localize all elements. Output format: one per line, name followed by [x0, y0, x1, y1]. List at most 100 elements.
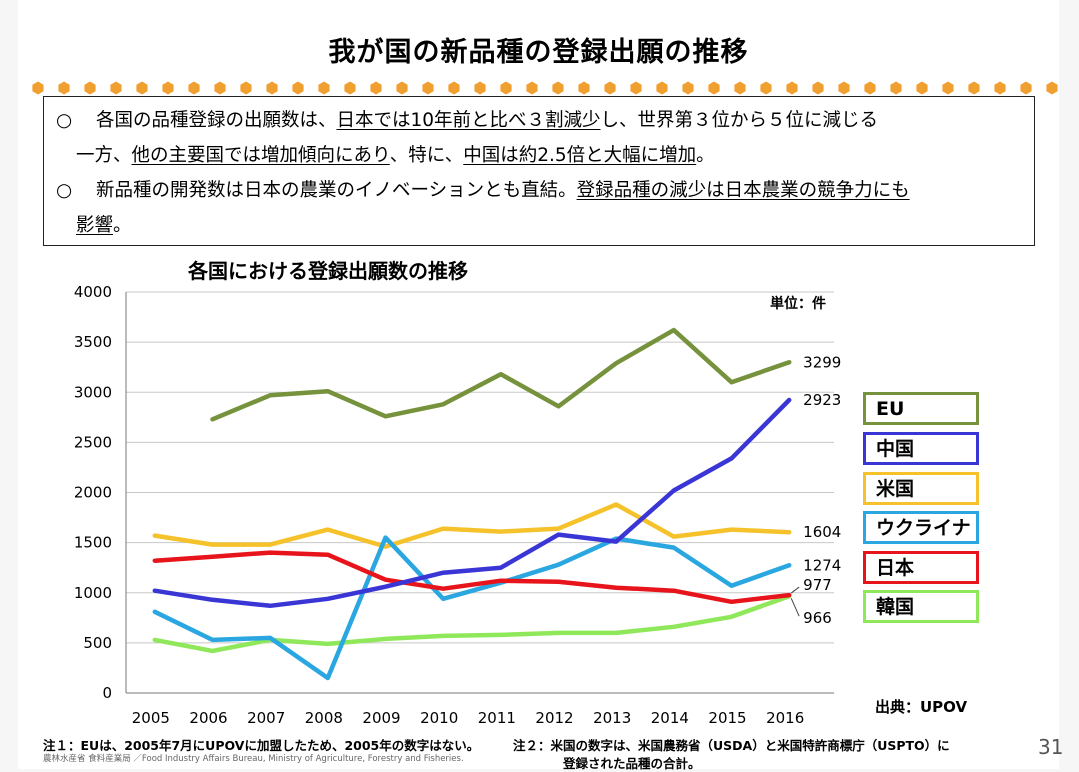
y-tick-label: 4000	[74, 283, 112, 301]
summary-bullet-1: ○ 各国の品種登録の出願数は、日本では10年前と比べ３割減少し、世界第３位から５…	[56, 103, 878, 173]
y-tick-label: 0	[102, 684, 112, 702]
legend-item-米国: 米国	[863, 472, 979, 505]
hexagon-dot-5	[162, 81, 174, 95]
hexagon-divider	[32, 81, 1058, 95]
hexagon-dot-22	[604, 81, 616, 95]
hexagon-dot-6	[188, 81, 200, 95]
hexagon-dot-2	[84, 81, 96, 95]
line-chart: 各国における登録出願数の推移 単位：件 出典：UPOV 0 500 1000 1500…	[74, 259, 968, 727]
b1-text-d: 、特に、	[389, 145, 464, 166]
unit-label: 単位：件	[770, 295, 826, 312]
series-line-米国	[152, 502, 792, 549]
b1-underline-china: 中国は約2.5倍と大幅に増加	[463, 145, 697, 166]
b1-underline-others: 他の主要国では増加傾向にあり	[131, 145, 390, 166]
hexagon-dot-24	[656, 81, 668, 95]
hexagon-dot-25	[682, 81, 694, 95]
note-2-line-1: 注２：米国の数字は、米国農務省（USDA）と米国特許商標庁（USPTO）に	[513, 738, 950, 753]
hexagon-dot-32	[864, 81, 876, 95]
hexagon-dot-3	[110, 81, 122, 95]
x-tick-label: 2009	[362, 709, 400, 727]
hexagon-dot-16	[448, 81, 460, 95]
leader-line-japan	[790, 586, 800, 594]
summary-box: ○ 各国の品種登録の出願数は、日本では10年前と比べ３割減少し、世界第３位から５…	[43, 96, 1035, 246]
page-title: 我が国の新品種の登録出願の推移	[328, 37, 749, 68]
series-line-ウクライナ	[152, 535, 792, 681]
hexagon-dot-8	[240, 81, 252, 95]
hexagon-dot-30	[812, 81, 824, 95]
b1-text-a: 各国の品種登録の出願数は、	[95, 110, 337, 131]
series-line-韓国	[152, 593, 792, 654]
hexagon-dot-28	[760, 81, 772, 95]
hexagon-dot-29	[786, 81, 798, 95]
page-number: 31	[1038, 735, 1064, 759]
legend-item-韓国: 韓国	[863, 590, 979, 623]
hexagon-dot-9	[266, 81, 278, 95]
hexagon-dot-0	[32, 81, 44, 95]
hexagon-dot-31	[838, 81, 850, 95]
chart-title: 各国における登録出願数の推移	[187, 259, 468, 283]
legend-item-日本: 日本	[863, 551, 979, 584]
leader-line-korea	[790, 597, 800, 617]
hexagon-dot-34	[916, 81, 928, 95]
b1-text-e: 。	[696, 145, 715, 166]
x-tick-label: 2006	[189, 709, 227, 727]
x-tick-label: 2014	[651, 709, 689, 727]
x-tick-label: 2007	[247, 709, 285, 727]
end-label-中国: 2923	[803, 391, 841, 409]
y-tick-label: 2500	[74, 433, 112, 451]
x-tick-label: 2016	[766, 709, 804, 727]
b1-text-b: し、世界第３位から５位に減じる	[600, 110, 879, 131]
hexagon-dot-23	[630, 81, 642, 95]
y-tick-label: 2000	[74, 484, 112, 502]
legend-item-中国: 中国	[863, 432, 979, 465]
b2-underline-competitiveness: 登録品種の減少は日本農業の競争力にも	[576, 180, 910, 201]
summary-bullet-2: ○ 新品種の開発数は日本の農業のイノベーションとも直結。登録品種の減少は日本農業…	[56, 173, 910, 243]
end-label-EU: 3299	[803, 353, 841, 371]
hexagon-dot-27	[734, 81, 746, 95]
hexagon-dot-7	[214, 81, 226, 95]
hexagon-dot-15	[422, 81, 434, 95]
b1-underline-japan: 日本では10年前と比べ３割減少	[336, 110, 601, 131]
hexagon-dot-10	[292, 81, 304, 95]
end-label-日本: 977	[803, 576, 832, 594]
hexagon-dot-4	[136, 81, 148, 95]
bullet-symbol: ○	[56, 180, 73, 201]
b2-text-a: 新品種の開発数は日本の農業のイノベーションとも直結。	[95, 180, 577, 201]
slide: 我が国の新品種の登録出願の推移 ○ 各国の品種登録の出願数は、日本では10年前と…	[18, 0, 1063, 771]
end-label-ウクライナ: 1274	[803, 556, 841, 574]
hexagon-dot-17	[474, 81, 486, 95]
end-label-米国: 1604	[803, 523, 841, 541]
hexagon-dot-11	[318, 81, 330, 95]
hexagon-dot-37	[994, 81, 1006, 95]
note-1: 注１：EUは、2005年7月にUPOVに加盟したため、2005年の数字はない。	[43, 738, 480, 753]
hexagon-dot-19	[526, 81, 538, 95]
x-tick-label: 2010	[420, 709, 458, 727]
series-line-中国	[152, 397, 792, 609]
hexagon-dot-12	[344, 81, 356, 95]
x-tick-label: 2012	[535, 709, 573, 727]
hexagon-dot-38	[1020, 81, 1032, 95]
series-line-EU	[210, 327, 792, 422]
x-tick-label: 2015	[708, 709, 746, 727]
b1-text-c: 一方、	[76, 145, 132, 166]
hexagon-dot-21	[578, 81, 590, 95]
x-tick-label: 2013	[593, 709, 631, 727]
end-label-韓国: 966	[803, 609, 832, 627]
ministry-credit: 農林水産省 食料産業局 ／Food Industry Affairs Burea…	[43, 754, 464, 764]
source-label: 出典：UPOV	[875, 698, 968, 716]
hexagon-dot-26	[708, 81, 720, 95]
b2-underline-impact: 影響	[76, 215, 114, 236]
legend-item-EU: EU	[863, 392, 979, 425]
x-tick-label: 2005	[132, 709, 170, 727]
note-2-line-2: 登録された品種の合計。	[563, 756, 701, 771]
legend-item-ウクライナ: ウクライナ	[863, 511, 979, 544]
x-tick-label: 2008	[305, 709, 343, 727]
series-line-日本	[152, 550, 792, 605]
bullet-symbol: ○	[56, 110, 73, 131]
y-tick-label: 500	[83, 634, 112, 652]
hexagon-dot-33	[890, 81, 902, 95]
hexagon-dot-35	[942, 81, 954, 95]
y-tick-label: 1500	[74, 534, 112, 552]
b2-text-b: 。	[113, 215, 132, 236]
hexagon-dot-20	[552, 81, 564, 95]
